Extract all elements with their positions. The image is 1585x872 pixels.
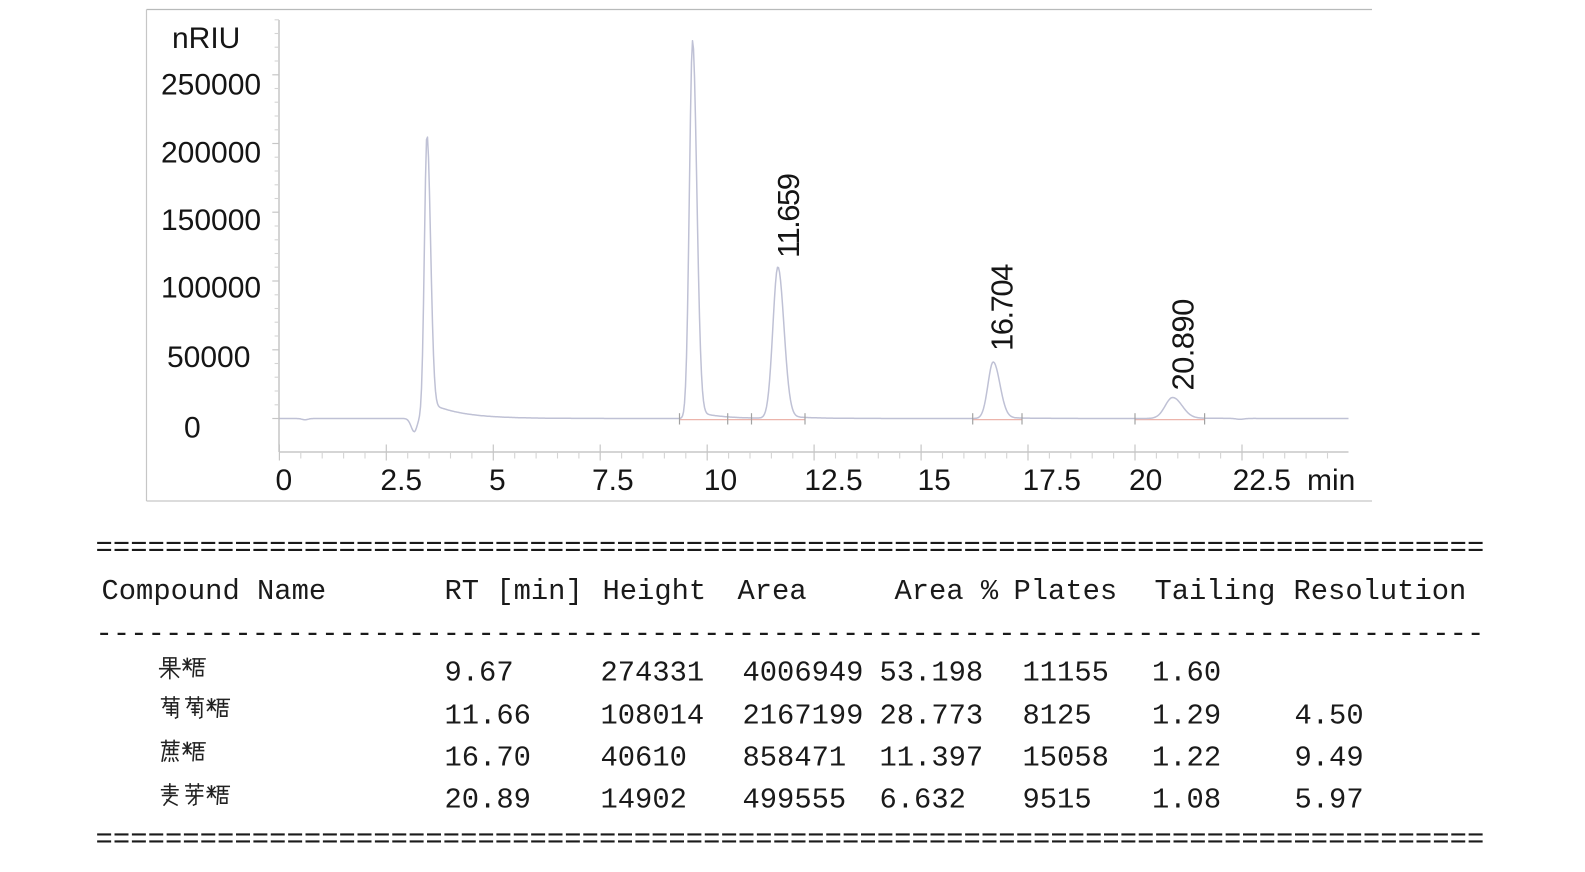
svg-text:Area %: Area % [895,575,999,608]
svg-text:4006949: 4006949 [743,657,864,690]
svg-text:28.773: 28.773 [880,700,984,733]
svg-text:100000: 100000 [161,272,261,305]
svg-text:7.5: 7.5 [592,464,634,497]
svg-text:150000: 150000 [161,204,261,237]
svg-text:274331: 274331 [601,657,705,690]
svg-text:11155: 11155 [1023,657,1109,690]
svg-text:1.08: 1.08 [1152,784,1221,817]
svg-text:20: 20 [1129,464,1162,497]
svg-text:10: 10 [704,464,737,497]
svg-text:499555: 499555 [743,784,847,817]
svg-text:20.89: 20.89 [445,784,531,817]
svg-text:9.67: 9.67 [445,657,514,690]
svg-text:14902: 14902 [601,784,687,817]
svg-text:9515: 9515 [1023,784,1092,817]
svg-text:16.70: 16.70 [445,742,531,775]
svg-text:16.704: 16.704 [985,264,1020,351]
svg-text:Height: Height [603,575,707,608]
svg-text:==============================: ========================================… [96,824,1485,857]
svg-text:20.890: 20.890 [1166,299,1201,391]
svg-text:Plates: Plates [1014,575,1118,608]
svg-text:200000: 200000 [161,136,261,169]
svg-text:min: min [1307,464,1355,497]
svg-text:250000: 250000 [161,68,261,101]
svg-text:0: 0 [276,464,293,497]
svg-text:RT [min]: RT [min] [445,575,583,608]
svg-text:1.60: 1.60 [1152,657,1221,690]
svg-text:11.397: 11.397 [880,742,984,775]
svg-text:5: 5 [489,464,506,497]
svg-text:12.5: 12.5 [804,464,862,497]
svg-text:4.50: 4.50 [1295,700,1364,733]
svg-text:6.632: 6.632 [880,784,966,817]
svg-text:11.659: 11.659 [771,174,806,258]
svg-text:8125: 8125 [1023,700,1092,733]
svg-text:5.97: 5.97 [1295,784,1364,817]
svg-text:Resolution: Resolution [1294,575,1467,608]
svg-text:22.5: 22.5 [1233,464,1291,497]
svg-text:1.22: 1.22 [1152,742,1221,775]
svg-text:2167199: 2167199 [743,700,864,733]
svg-text:==============================: ========================================… [96,532,1485,565]
svg-text:2.5: 2.5 [380,464,422,497]
svg-text:15058: 15058 [1023,742,1109,775]
svg-text:50000: 50000 [167,341,250,374]
svg-text:11.66: 11.66 [445,700,531,733]
svg-text:53.198: 53.198 [880,657,984,690]
svg-text:15: 15 [918,464,951,497]
svg-text:------------------------------: ----------------------------------------… [96,618,1485,651]
svg-text:Area: Area [738,575,807,608]
svg-text:Tailing: Tailing [1155,575,1276,608]
svg-text:9.49: 9.49 [1295,742,1364,775]
svg-text:40610: 40610 [601,742,687,775]
svg-text:108014: 108014 [601,700,705,733]
svg-text:0: 0 [184,412,201,445]
svg-text:858471: 858471 [743,742,847,775]
svg-text:nRIU: nRIU [172,22,240,55]
svg-text:Compound Name: Compound Name [102,575,327,608]
svg-text:1.29: 1.29 [1152,700,1221,733]
svg-text:17.5: 17.5 [1023,464,1081,497]
